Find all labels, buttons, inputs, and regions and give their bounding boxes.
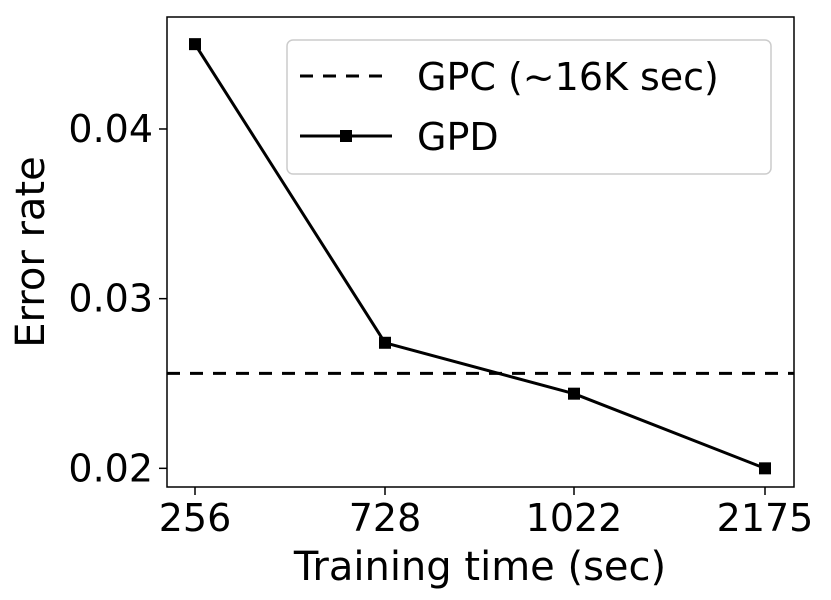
x-tick-label: 2175 [717,496,814,540]
series-lines [193,43,766,470]
x-axis-ticks: 256 728 1022 2175 [159,487,814,540]
legend-label-gpd: GPD [417,115,499,159]
data-point-gpd [189,38,201,51]
y-tick-label: 0.02 [68,446,153,490]
series-line-gpd [193,43,766,470]
x-tick-label: 256 [159,496,232,540]
y-tick-label: 0.04 [68,107,153,151]
x-axis-label: Training time (sec) [293,544,666,590]
x-tick-label: 1022 [526,496,623,540]
y-axis-label: Error rate [8,156,54,347]
data-point-gpd [759,462,771,475]
y-tick-label: 0.03 [68,277,153,321]
legend: GPC (~16K sec) GPD [286,39,772,175]
legend-box [286,39,772,175]
legend-label-gpc: GPC (~16K sec) [417,55,719,99]
data-point-gpd [379,336,391,349]
x-tick-label: 728 [349,496,422,540]
legend-marker-gpd [340,130,352,142]
series-markers [189,38,771,475]
data-point-gpd [568,387,580,400]
y-axis-ticks: 0.02 0.03 0.04 [68,107,167,490]
